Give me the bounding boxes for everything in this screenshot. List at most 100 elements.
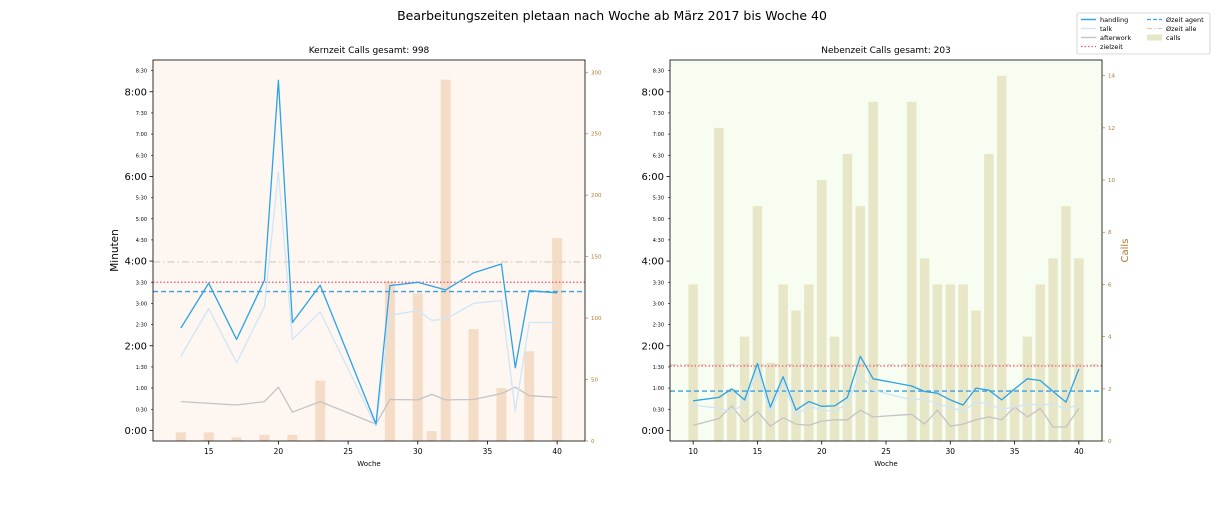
y-major-tick-label: 2:00 (642, 341, 664, 352)
y-minor-tick-label: 4:30 (653, 238, 664, 244)
y-minor-tick-label: 7:00 (653, 132, 664, 138)
right-calls-bars (688, 75, 1084, 442)
legend-label-oezeit-alle: Øzeit alle (1166, 25, 1197, 33)
x-tick-label: 40 (1074, 447, 1084, 456)
x-tick-label: 15 (753, 447, 763, 456)
y2-tick-label: 10 (1108, 178, 1115, 184)
left-y-axis-label: Minuten (109, 229, 121, 272)
calls-bar (468, 329, 479, 441)
calls-bar (426, 431, 437, 441)
y-minor-tick-label: 6:30 (653, 153, 664, 159)
right-panel: 10 15 20 25 30 35 400:002:004:006:008:000:301:… (642, 46, 1131, 468)
y-minor-tick-label: 8:30 (136, 69, 147, 75)
calls-bar (816, 180, 827, 442)
legend-box (1076, 12, 1211, 55)
x-tick-label: 25 (881, 447, 891, 456)
y-minor-tick-label: 6:30 (136, 153, 147, 159)
y-major-tick-label: 4:00 (125, 257, 147, 268)
calls-bar (791, 310, 801, 441)
calls-bar (984, 153, 994, 442)
calls-bar (932, 284, 943, 441)
y-minor-tick-label: 1:30 (136, 365, 147, 371)
legend-item-calls: calls (1147, 34, 1181, 42)
y2-tick-label: 14 (1108, 74, 1115, 80)
x-tick-label: 35 (1010, 447, 1020, 456)
calls-bar (958, 284, 968, 441)
handling-series-line (180, 79, 558, 425)
y-minor-tick-label: 7:30 (136, 111, 147, 117)
calls-bar (440, 79, 451, 441)
calls-bar (829, 336, 840, 441)
calls-bar (765, 362, 776, 441)
calls-bar (203, 432, 214, 441)
y-major-tick-label: 0:00 (642, 426, 664, 437)
talk-series-line (693, 369, 1080, 417)
x-tick-label: 25 (343, 447, 353, 456)
y-minor-tick-label: 1:30 (653, 365, 664, 371)
left-plot-background (153, 60, 585, 441)
calls-bar (552, 238, 563, 441)
y-major-tick-label: 4:00 (642, 257, 664, 268)
calls-bar (1048, 258, 1058, 441)
calls-bar (945, 284, 956, 441)
y2-tick-label: 0 (591, 439, 595, 445)
y-minor-tick-label: 5:00 (653, 217, 664, 223)
x-tick-label: 35 (483, 447, 493, 456)
y2-tick-label: 8 (1108, 230, 1112, 236)
right-panel-title: Nebenzeit Calls gesamt: 203 (821, 46, 951, 56)
y-minor-tick-label: 3:30 (136, 280, 147, 286)
calls-bar (259, 434, 270, 441)
y-minor-tick-label: 4:30 (136, 238, 147, 244)
y2-tick-label: 150 (591, 255, 602, 261)
calls-bar (996, 75, 1007, 441)
y2-tick-label: 200 (591, 193, 602, 199)
y-major-tick-label: 8:00 (125, 87, 147, 98)
calls-bar (855, 206, 866, 441)
y-minor-tick-label: 3:00 (653, 301, 664, 307)
y2-tick-label: 2 (1108, 387, 1112, 393)
x-tick-label: 20 (274, 447, 284, 456)
calls-bar (714, 127, 724, 442)
legend-item-oezeit-alle: Øzeit alle (1147, 25, 1197, 33)
x-tick-label: 30 (946, 447, 956, 456)
left-x-axis-label: Woche (357, 460, 380, 468)
legend-label-zielzeit: zielzeit (1100, 43, 1123, 51)
calls-bar (315, 380, 326, 441)
calls-bar (231, 437, 242, 441)
legend-item-talk: talk (1081, 25, 1112, 33)
legend-item-zielzeit: zielzeit (1081, 43, 1123, 51)
right-series-lines (692, 355, 1080, 428)
calls-bar (906, 101, 917, 442)
calls-bar (778, 284, 788, 441)
legend-item-afterwork: afterwork (1081, 34, 1131, 42)
y-major-tick-label: 6:00 (125, 172, 147, 183)
figure-title: Bearbeitungszeiten pletaan nach Woche ab… (397, 8, 827, 23)
right-y2-axis-label: Calls (1120, 239, 1131, 263)
calls-bar (842, 153, 853, 442)
legend-label-afterwork: afterwork (1100, 34, 1131, 42)
left-plot-frame (152, 59, 586, 442)
calls-bar (1074, 258, 1084, 441)
handling-series-line (693, 355, 1080, 411)
calls-bar (175, 432, 186, 441)
y-minor-tick-label: 5:30 (136, 196, 147, 202)
legend-label-handling: handling (1100, 16, 1128, 24)
calls-bar (919, 258, 930, 441)
y-major-tick-label: 8:00 (642, 87, 664, 98)
x-tick-label: 30 (413, 447, 423, 456)
calls-bar (496, 388, 507, 441)
left-axes: 15 20 25 30 35 40 0:00 2:00 4:00 6:00 8:00 0:30 1:00… (125, 69, 602, 456)
calls-bar (752, 206, 763, 441)
y-minor-tick-label: 3:30 (653, 280, 664, 286)
calls-bar (739, 336, 750, 441)
y-minor-tick-label: 0:30 (136, 407, 147, 413)
y-major-tick-label: 6:00 (642, 172, 664, 183)
y-minor-tick-label: 1:00 (136, 386, 147, 392)
legend-label-oezeit-agent: Øzeit agent (1166, 16, 1204, 24)
y-minor-tick-label: 5:30 (653, 196, 664, 202)
y-minor-tick-label: 2:30 (653, 323, 664, 329)
x-tick-label: 15 (204, 447, 214, 456)
right-x-axis-label: Woche (874, 460, 897, 468)
y2-tick-label: 6 (1108, 282, 1112, 288)
